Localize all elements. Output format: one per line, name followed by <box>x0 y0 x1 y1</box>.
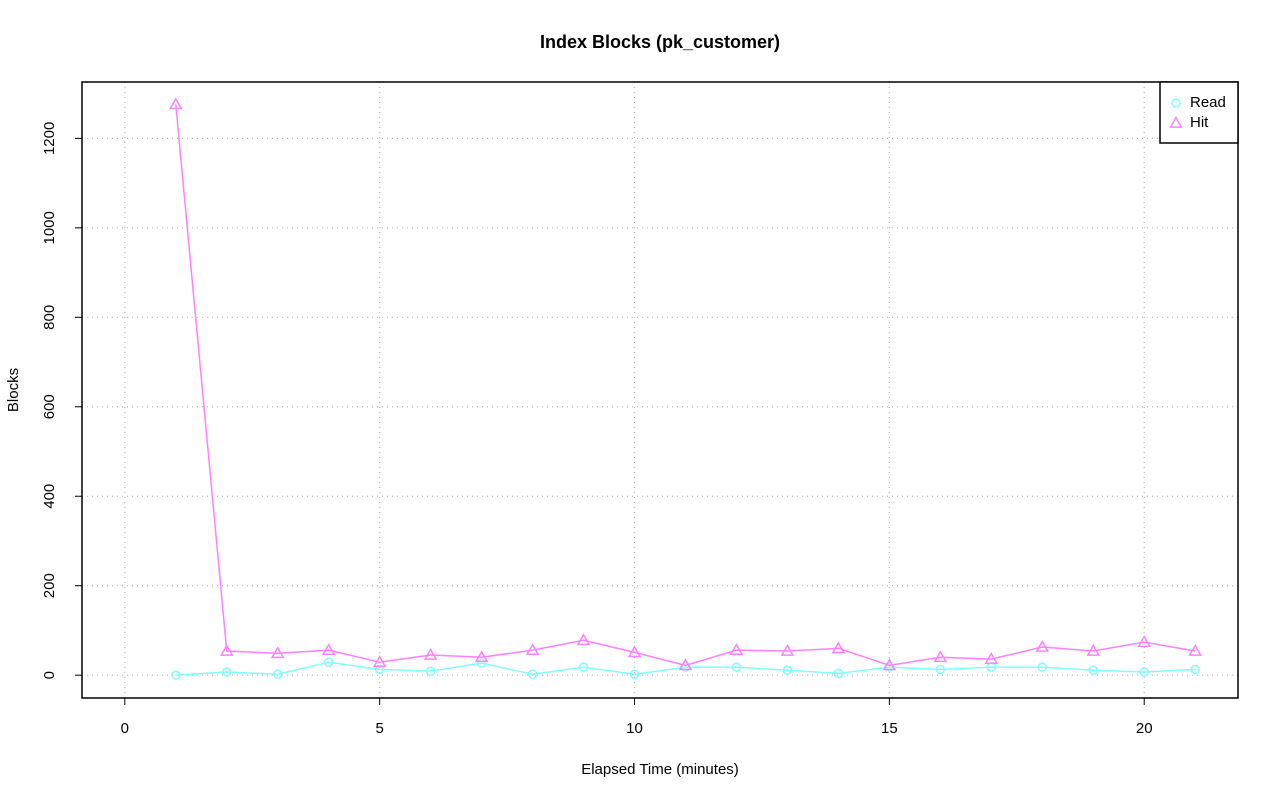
data-point <box>780 644 795 656</box>
series-line <box>175 661 1196 676</box>
chart-title: Index Blocks (pk_customer) <box>540 32 780 52</box>
data-point <box>1139 667 1149 677</box>
data-point <box>272 669 283 680</box>
data-point <box>782 665 793 676</box>
data-point <box>933 650 948 663</box>
data-point <box>833 668 844 679</box>
legend-box <box>1159 81 1239 144</box>
data-point <box>1188 644 1202 656</box>
data-point <box>1037 662 1048 672</box>
legend-label: Hit <box>1190 114 1209 131</box>
x-tick-label: 20 <box>1136 720 1153 737</box>
data-point <box>222 667 232 677</box>
data-point <box>729 643 744 656</box>
data-point <box>935 664 946 675</box>
x-tick-label: 5 <box>375 720 383 737</box>
data-point <box>678 658 693 671</box>
data-point <box>525 643 540 656</box>
data-point <box>374 664 385 675</box>
data-point <box>425 666 436 676</box>
data-point <box>476 658 487 668</box>
data-point <box>882 658 897 671</box>
data-point <box>831 641 846 654</box>
data-point <box>576 633 591 646</box>
y-tick-label: 200 <box>41 573 58 598</box>
data-point <box>731 662 742 672</box>
data-point <box>1035 639 1050 652</box>
y-tick-label: 800 <box>41 305 58 330</box>
data-point <box>527 669 538 680</box>
data-point <box>423 648 438 660</box>
data-point <box>578 662 589 672</box>
legend-marker <box>1169 115 1183 128</box>
data-point <box>1086 644 1101 656</box>
series-line <box>175 104 1196 667</box>
data-point <box>1137 635 1152 647</box>
data-point <box>168 97 183 110</box>
data-point <box>627 645 642 658</box>
x-axis-label: Elapsed Time (minutes) <box>581 761 739 778</box>
y-tick-label: 600 <box>41 394 58 419</box>
data-point <box>270 646 285 659</box>
x-tick-label: 10 <box>626 720 643 737</box>
legend-marker <box>1171 98 1181 108</box>
data-point <box>321 643 336 656</box>
y-tick-label: 400 <box>41 484 58 509</box>
data-point <box>171 670 181 680</box>
data-point <box>984 652 999 664</box>
y-axis-label: Blocks <box>5 368 22 412</box>
data-point <box>372 655 387 668</box>
data-point <box>1190 664 1200 675</box>
data-point <box>219 644 234 656</box>
legend-label: Read <box>1190 94 1226 111</box>
data-point <box>474 650 489 663</box>
y-tick-label: 1200 <box>41 122 58 155</box>
x-tick-label: 0 <box>121 720 129 737</box>
data-point <box>1088 665 1098 676</box>
y-tick-label: 0 <box>41 671 58 679</box>
data-point <box>629 669 640 680</box>
y-tick-label: 1000 <box>41 211 58 244</box>
x-tick-label: 15 <box>881 720 898 737</box>
data-point <box>323 657 334 667</box>
plot-frame <box>81 81 1239 699</box>
